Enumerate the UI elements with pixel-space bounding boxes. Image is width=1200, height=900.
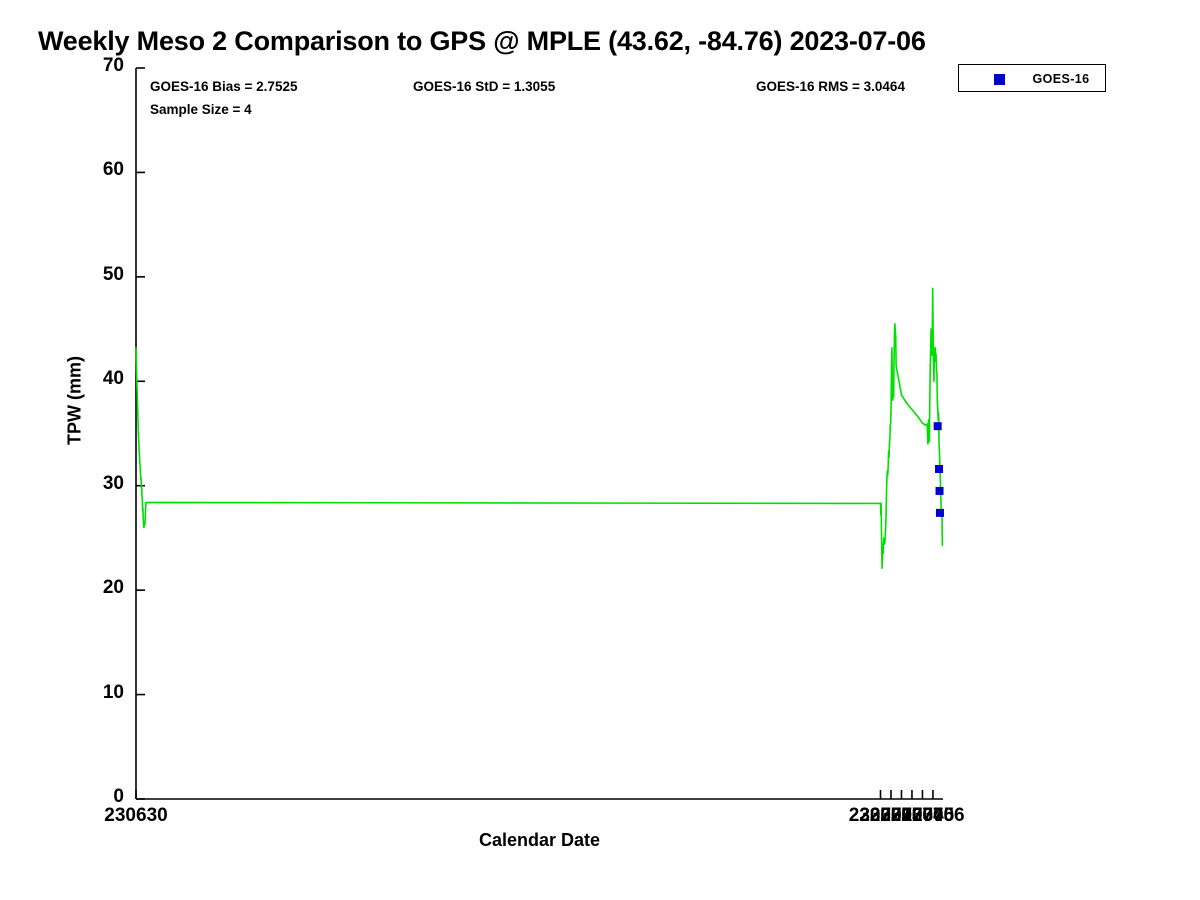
stat-bias: GOES-16 Bias = 2.7525: [150, 79, 298, 94]
data-series-line: [135, 287, 944, 570]
y-tick-20: 20: [102, 577, 124, 599]
data-series-markers: [933, 422, 944, 517]
x-tick-230706: 230706: [901, 805, 965, 826]
y-tick-70: 70: [102, 55, 124, 76]
x-tick-230705: 230705: [890, 805, 955, 826]
page-title: Weekly Meso 2 Comparison to GPS @ MPLE (…: [38, 26, 926, 56]
x-tick-230630: 230630: [104, 805, 168, 826]
x-tick-230704: 230704: [880, 805, 944, 826]
axis-lines: [135, 68, 943, 800]
legend-swatch-goes16: [994, 74, 1005, 85]
y-tick-60: 60: [102, 159, 124, 181]
y-tick-10: 10: [102, 681, 124, 703]
stat-std: GOES-16 StD = 1.3055: [413, 79, 556, 94]
x-tick-230703: 230703: [869, 805, 934, 826]
legend-label-goes16: GOES-16: [1032, 72, 1090, 86]
stat-sample-size: Sample Size = 4: [150, 102, 252, 117]
axis-tick-marks: [135, 67, 934, 800]
x-axis-label: Calendar Date: [478, 830, 601, 850]
stat-rms: GOES-16 RMS = 3.0464: [756, 79, 905, 94]
x-tick-230701: 230701: [848, 805, 913, 826]
legend: GOES-16: [958, 64, 1106, 92]
y-tick-0: 0: [113, 786, 124, 807]
y-tick-30: 30: [102, 472, 124, 494]
y-tick-40: 40: [102, 368, 124, 390]
x-tick-230702: 230702: [859, 805, 923, 826]
y-tick-50: 50: [102, 263, 124, 285]
